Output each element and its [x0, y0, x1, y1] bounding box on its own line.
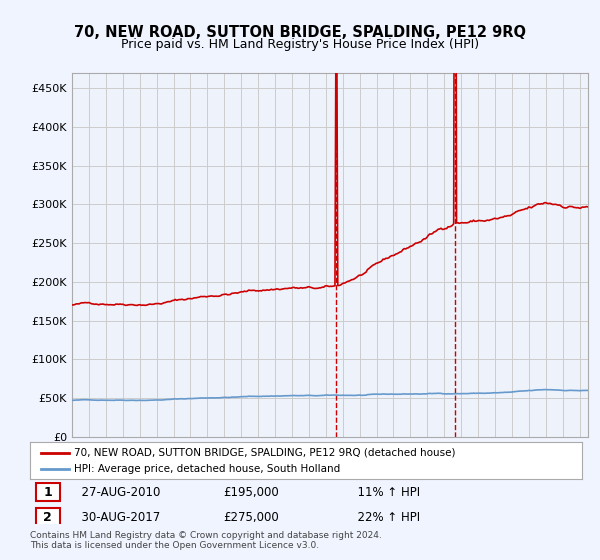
Text: £195,000: £195,000	[223, 486, 279, 498]
Text: HPI: Average price, detached house, South Holland: HPI: Average price, detached house, Sout…	[74, 464, 340, 474]
FancyBboxPatch shape	[35, 483, 61, 501]
Text: 70, NEW ROAD, SUTTON BRIDGE, SPALDING, PE12 9RQ (detached house): 70, NEW ROAD, SUTTON BRIDGE, SPALDING, P…	[74, 447, 455, 458]
Text: 1: 1	[0, 559, 1, 560]
FancyBboxPatch shape	[35, 508, 61, 526]
Text: 22% ↑ HPI: 22% ↑ HPI	[350, 511, 420, 524]
Text: 70, NEW ROAD, SUTTON BRIDGE, SPALDING, PE12 9RQ: 70, NEW ROAD, SUTTON BRIDGE, SPALDING, P…	[74, 25, 526, 40]
Text: 1: 1	[43, 486, 52, 498]
Text: Price paid vs. HM Land Registry's House Price Index (HPI): Price paid vs. HM Land Registry's House …	[121, 38, 479, 51]
Text: 30-AUG-2017: 30-AUG-2017	[74, 511, 160, 524]
Text: 2: 2	[0, 559, 1, 560]
Text: £275,000: £275,000	[223, 511, 279, 524]
Text: 2: 2	[43, 511, 52, 524]
Text: 11% ↑ HPI: 11% ↑ HPI	[350, 486, 420, 498]
Text: Contains HM Land Registry data © Crown copyright and database right 2024.
This d: Contains HM Land Registry data © Crown c…	[30, 531, 382, 550]
Text: 27-AUG-2010: 27-AUG-2010	[74, 486, 161, 498]
